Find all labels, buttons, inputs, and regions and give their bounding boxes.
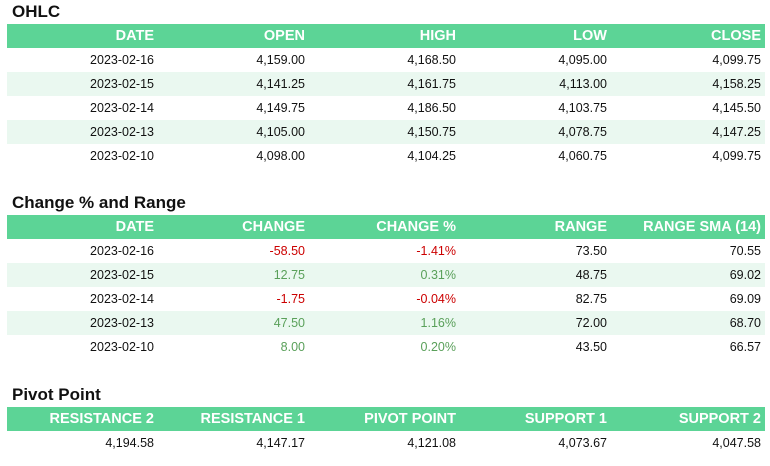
date-cell: 2023-02-10 — [90, 340, 154, 354]
col-resistance-2-header[interactable]: RESISTANCE 2 — [7, 407, 158, 431]
col-support-1-header[interactable]: SUPPORT 1 — [460, 407, 611, 431]
pivot-point-cell: 4,121.08 — [407, 436, 456, 450]
open-cell: 4,159.00 — [256, 53, 305, 67]
table-row: 2023-02-10 8.00 0.20% 43.50 66.57 — [7, 335, 765, 359]
range-sma-cell: 70.55 — [729, 244, 761, 258]
ohlc-title: OHLC — [12, 2, 61, 21]
table-row: 2023-02-14 -1.75 -0.04% 82.75 69.09 — [7, 287, 765, 311]
low-cell: 4,060.75 — [558, 149, 607, 163]
high-cell: 4,186.50 — [407, 101, 456, 115]
change-cell: 47.50 — [158, 311, 309, 335]
ohlc-table: DATE OPEN HIGH LOW CLOSE 2023-02-16 4,15… — [7, 24, 765, 168]
range-cell: 82.75 — [575, 292, 607, 306]
support-2-cell: 4,047.58 — [712, 436, 761, 450]
col-date-header[interactable]: DATE — [7, 215, 158, 239]
close-cell: 4,099.75 — [712, 149, 761, 163]
change-range-table: DATE CHANGE CHANGE % RANGE RANGE SMA (14… — [7, 215, 765, 359]
col-pivot-point-header[interactable]: PIVOT POINT — [309, 407, 460, 431]
open-cell: 4,149.75 — [256, 101, 305, 115]
high-cell: 4,161.75 — [309, 72, 460, 96]
date-cell: 2023-02-15 — [7, 72, 158, 96]
resistance-2-cell: 4,194.58 — [105, 436, 154, 450]
change-pct-cell: 1.16% — [309, 311, 460, 335]
col-range-header[interactable]: RANGE — [460, 215, 611, 239]
col-date-header[interactable]: DATE — [7, 24, 158, 48]
low-cell: 4,113.00 — [460, 72, 611, 96]
date-cell: 2023-02-16 — [90, 244, 154, 258]
open-cell: 4,105.00 — [158, 120, 309, 144]
change-cell: 8.00 — [280, 340, 305, 354]
table-row: 2023-02-15 4,141.25 4,161.75 4,113.00 4,… — [7, 72, 765, 96]
col-close-header[interactable]: CLOSE — [611, 24, 765, 48]
change-cell: -58.50 — [269, 244, 305, 258]
date-cell: 2023-02-16 — [90, 53, 154, 67]
table-row: 2023-02-15 12.75 0.31% 48.75 69.02 — [7, 263, 765, 287]
range-sma-cell: 68.70 — [611, 311, 765, 335]
change-cell: -1.75 — [276, 292, 306, 306]
high-cell: 4,168.50 — [407, 53, 456, 67]
low-cell: 4,095.00 — [558, 53, 607, 67]
col-high-header[interactable]: HIGH — [309, 24, 460, 48]
range-sma-cell: 69.09 — [729, 292, 761, 306]
low-cell: 4,103.75 — [558, 101, 607, 115]
col-change-header[interactable]: CHANGE — [158, 215, 309, 239]
open-cell: 4,098.00 — [256, 149, 305, 163]
table-row: 2023-02-16 4,159.00 4,168.50 4,095.00 4,… — [7, 48, 765, 72]
col-change-pct-header[interactable]: CHANGE % — [309, 215, 460, 239]
date-cell: 2023-02-15 — [7, 263, 158, 287]
support-1-cell: 4,073.67 — [558, 436, 607, 450]
range-cell: 72.00 — [460, 311, 611, 335]
change-pct-cell: 0.20% — [420, 340, 456, 354]
date-cell: 2023-02-10 — [90, 149, 154, 163]
table-row: 2023-02-16 -58.50 -1.41% 73.50 70.55 — [7, 239, 765, 263]
range-cell: 73.50 — [575, 244, 607, 258]
change-header-row: DATE CHANGE CHANGE % RANGE RANGE SMA (14… — [7, 215, 765, 239]
table-row: 2023-02-10 4,098.00 4,104.25 4,060.75 4,… — [7, 144, 765, 168]
change-pct-cell: -0.04% — [416, 292, 456, 306]
pivot-table: RESISTANCE 2 RESISTANCE 1 PIVOT POINT SU… — [7, 407, 765, 455]
high-cell: 4,150.75 — [309, 120, 460, 144]
change-pct-cell: -1.41% — [416, 244, 456, 258]
range-sma-cell: 69.02 — [611, 263, 765, 287]
high-cell: 4,104.25 — [407, 149, 456, 163]
resistance-1-cell: 4,147.17 — [256, 436, 305, 450]
open-cell: 4,141.25 — [158, 72, 309, 96]
change-cell: 12.75 — [158, 263, 309, 287]
low-cell: 4,078.75 — [460, 120, 611, 144]
change-range-title: Change % and Range — [12, 193, 186, 212]
range-cell: 48.75 — [460, 263, 611, 287]
table-row: 4,194.58 4,147.17 4,121.08 4,073.67 4,04… — [7, 431, 765, 455]
date-cell: 2023-02-13 — [7, 120, 158, 144]
col-resistance-1-header[interactable]: RESISTANCE 1 — [158, 407, 309, 431]
range-sma-cell: 66.57 — [729, 340, 761, 354]
col-open-header[interactable]: OPEN — [158, 24, 309, 48]
close-cell: 4,158.25 — [611, 72, 765, 96]
pivot-title: Pivot Point — [12, 385, 101, 404]
close-cell: 4,145.50 — [712, 101, 761, 115]
pivot-header-row: RESISTANCE 2 RESISTANCE 1 PIVOT POINT SU… — [7, 407, 765, 431]
table-row: 2023-02-13 4,105.00 4,150.75 4,078.75 4,… — [7, 120, 765, 144]
date-cell: 2023-02-13 — [7, 311, 158, 335]
date-cell: 2023-02-14 — [90, 101, 154, 115]
range-cell: 43.50 — [575, 340, 607, 354]
ohlc-header-row: DATE OPEN HIGH LOW CLOSE — [7, 24, 765, 48]
col-support-2-header[interactable]: SUPPORT 2 — [611, 407, 765, 431]
col-range-sma-header[interactable]: RANGE SMA (14) — [611, 215, 765, 239]
table-row: 2023-02-14 4,149.75 4,186.50 4,103.75 4,… — [7, 96, 765, 120]
date-cell: 2023-02-14 — [90, 292, 154, 306]
col-low-header[interactable]: LOW — [460, 24, 611, 48]
close-cell: 4,147.25 — [611, 120, 765, 144]
change-pct-cell: 0.31% — [309, 263, 460, 287]
close-cell: 4,099.75 — [712, 53, 761, 67]
table-row: 2023-02-13 47.50 1.16% 72.00 68.70 — [7, 311, 765, 335]
